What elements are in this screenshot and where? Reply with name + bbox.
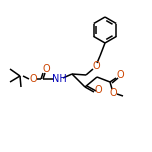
- Text: O: O: [42, 64, 50, 74]
- Text: O: O: [29, 74, 37, 84]
- Text: O: O: [116, 70, 124, 80]
- Text: O: O: [94, 85, 102, 95]
- Text: O: O: [109, 88, 117, 98]
- Text: O: O: [92, 61, 100, 71]
- Text: NH: NH: [52, 74, 66, 84]
